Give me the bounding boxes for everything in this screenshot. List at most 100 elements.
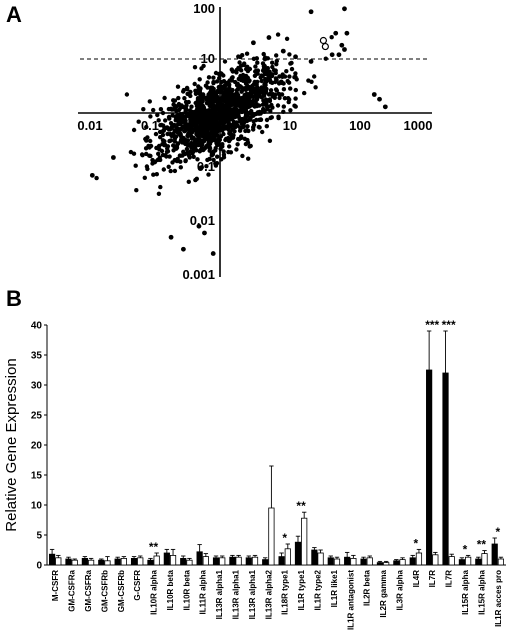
- bar-open: [104, 560, 111, 566]
- scatter-point: [191, 154, 196, 159]
- scatter-point: [196, 223, 202, 229]
- category-label: IL10R beta: [166, 569, 175, 610]
- scatter-point: [194, 126, 199, 131]
- scatter-point: [254, 82, 259, 88]
- bar-filled: [475, 558, 482, 566]
- scatter-point: [382, 104, 388, 110]
- scatter-point: [257, 125, 262, 130]
- scatter-point: [197, 77, 202, 82]
- scatter-point: [89, 172, 95, 178]
- x-tick-label: 1000: [404, 118, 433, 133]
- scatter-point: [179, 137, 184, 142]
- scatter-point: [251, 56, 257, 61]
- scatter-point: [158, 107, 164, 112]
- scatter-point: [164, 154, 169, 159]
- scatter-point: [215, 88, 221, 93]
- bar-open: [399, 559, 406, 566]
- category-label: IL1R type1: [297, 569, 306, 610]
- bar-open: [350, 558, 357, 566]
- scatter-point: [189, 134, 194, 139]
- bar-filled: [311, 549, 318, 566]
- scatter-point: [268, 88, 274, 93]
- panel-a-letter: A: [6, 2, 22, 27]
- scatter-point: [157, 129, 163, 135]
- bar-open: [333, 558, 341, 566]
- scatter-point: [244, 51, 250, 56]
- scatter-point: [211, 131, 216, 136]
- bar-filled: [442, 372, 449, 566]
- scatter-point: [241, 124, 246, 130]
- scatter-point: [266, 35, 272, 40]
- scatter-point: [166, 114, 172, 120]
- scatter-point: [235, 81, 240, 87]
- scatter-point: [165, 144, 171, 149]
- scatter-point: [221, 149, 226, 154]
- scatter-point: [273, 76, 279, 81]
- scatter-point: [288, 108, 293, 113]
- scatter-point: [209, 115, 214, 120]
- scatter-point: [225, 80, 230, 86]
- y-tick-label: 30: [31, 381, 43, 392]
- scatter-point: [160, 132, 166, 138]
- significance-marker: ***: [425, 318, 439, 332]
- scatter-point: [195, 157, 200, 162]
- scatter-point: [312, 74, 317, 79]
- category-label: IL15R alpha: [477, 569, 486, 614]
- scatter-point: [180, 246, 186, 252]
- bar-open: [169, 555, 177, 566]
- bar-filled: [327, 557, 334, 566]
- category-label: IL1R antagonist: [346, 570, 355, 630]
- y-tick-label: 0: [36, 561, 42, 572]
- bar-open: [202, 556, 209, 566]
- scatter-point: [222, 119, 227, 124]
- scatter-point: [213, 119, 219, 124]
- scatter-point: [269, 115, 274, 120]
- scatter-point: [178, 165, 183, 170]
- y-tick-label: 40: [31, 321, 43, 332]
- scatter-point: [206, 75, 212, 80]
- bar-open: [71, 559, 78, 566]
- scatter-point: [184, 85, 190, 91]
- bar-filled: [163, 552, 170, 566]
- scatter-point: [277, 74, 282, 79]
- scatter-point: [244, 128, 249, 133]
- scatter-point: [195, 97, 201, 103]
- scatter-point: [141, 107, 146, 112]
- scatter-point: [293, 104, 298, 109]
- x-tick-label: 100: [349, 118, 371, 133]
- scatter-point: [134, 188, 139, 193]
- scatter-point: [229, 78, 235, 83]
- scatter-point: [287, 52, 292, 57]
- category-label: IL1R acces pro: [494, 570, 503, 627]
- scatter-point: [239, 85, 244, 90]
- bar-open: [284, 548, 291, 566]
- scatter-point: [240, 153, 245, 159]
- y-tick-label: 10: [31, 501, 43, 512]
- scatter-point: [220, 128, 225, 133]
- scatter-point: [267, 91, 273, 97]
- scatter-point-open: [321, 42, 329, 51]
- scatter-point: [240, 53, 245, 58]
- scatter-point: [287, 74, 292, 79]
- scatter-point: [230, 127, 236, 132]
- scatter-point: [189, 104, 194, 109]
- bar-filled: [130, 558, 138, 566]
- scatter-point: [281, 81, 286, 86]
- scatter-point: [255, 60, 260, 65]
- scatter-point: [151, 107, 156, 113]
- bar-open: [301, 517, 308, 566]
- scatter-point: [203, 126, 208, 131]
- scatter-point: [174, 117, 179, 123]
- scatter-point: [228, 124, 233, 129]
- bar-open: [465, 556, 472, 566]
- y-axis-title: Relative Gene Expression: [3, 358, 20, 531]
- scatter-point: [192, 65, 198, 70]
- scatter-point: [196, 135, 201, 140]
- bar-filled: [393, 560, 400, 566]
- significance-marker: *: [463, 542, 468, 556]
- scatter-point: [174, 143, 180, 148]
- scatter-point: [274, 61, 279, 67]
- scatter-point: [182, 137, 188, 142]
- scatter-point: [198, 165, 203, 170]
